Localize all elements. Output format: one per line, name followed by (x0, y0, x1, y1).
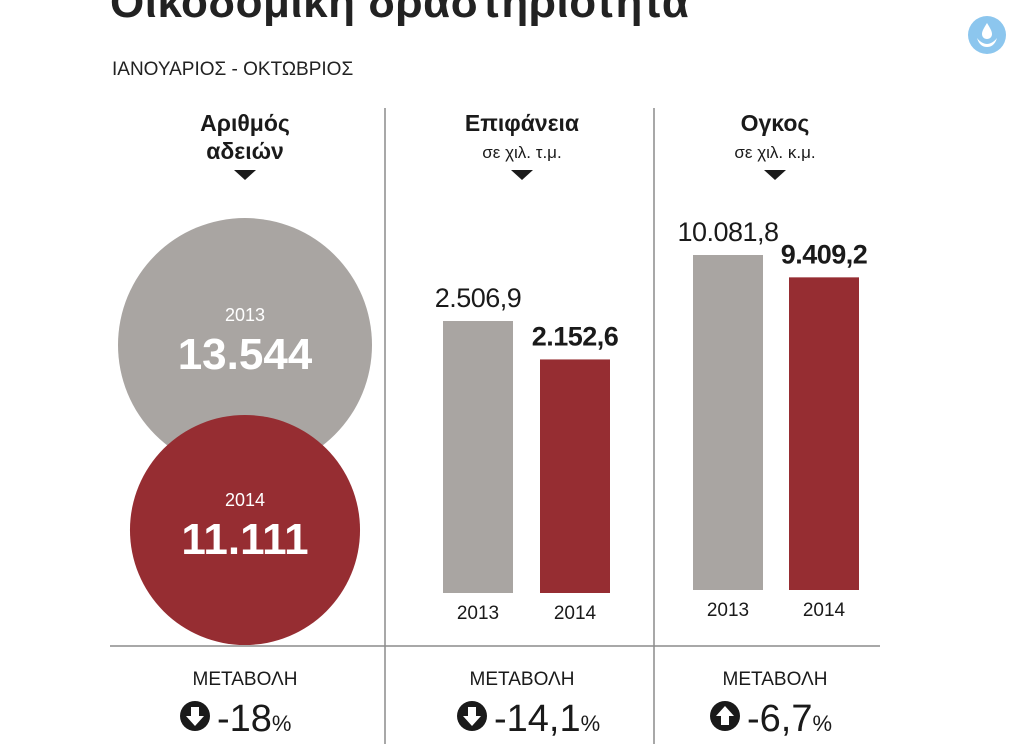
bar-year-3-2013: 2013 (707, 600, 749, 621)
panel-3-title: Ογκος (741, 110, 810, 136)
bar-2-2014 (540, 359, 610, 593)
panel-2-pointer (511, 170, 533, 180)
bar-year-2-2014: 2014 (554, 603, 597, 624)
bar-3-2013 (693, 255, 763, 590)
water-drop-hands-logo-icon (968, 16, 1006, 54)
page-title: Οικοδομική δραστηριότητα (110, 0, 690, 27)
bubble-value-2014: 11.111 (181, 515, 308, 564)
bar-2-2013 (443, 321, 513, 593)
bubble-2013 (118, 218, 372, 472)
change-label-3: ΜΕΤΑΒΟΛΗ (723, 669, 828, 690)
panel-2-title: Επιφάνεια (465, 110, 579, 136)
panel-1-pointer (234, 170, 256, 180)
bar-value-2-2013: 2.506,9 (435, 283, 522, 313)
bubble-year-2014: 2014 (225, 490, 265, 510)
panel-3-pointer (764, 170, 786, 180)
panel-2-unit: σε χιλ. τ.μ. (482, 143, 561, 162)
page-subtitle: ΙΑΝΟΥΑΡΙΟΣ - ΟΚΤΩΒΡΙΟΣ (112, 59, 354, 80)
bar-value-3-2013: 10.081,8 (677, 217, 778, 247)
panel-3-unit: σε χιλ. κ.μ. (734, 143, 815, 162)
arrow-down-glyph (463, 707, 481, 726)
bar-3-2014 (789, 277, 859, 590)
bubble-2014 (129, 414, 361, 646)
bubble-year-2013: 2013 (225, 305, 265, 325)
arrow-down-glyph (186, 707, 204, 726)
change-value-3: -6,7% (747, 698, 832, 740)
change-label-2: ΜΕΤΑΒΟΛΗ (470, 669, 575, 690)
bar-value-3-2014: 9.409,2 (781, 239, 868, 269)
bar-value-2-2014: 2.152,6 (532, 321, 619, 351)
change-value-2: -14,1% (494, 698, 600, 740)
bubble-value-2013: 13.544 (178, 330, 313, 379)
change-label-1: ΜΕΤΑΒΟΛΗ (193, 669, 298, 690)
panel-1-title: Αριθμός (200, 110, 290, 136)
panel-1-title-line2: αδειών (206, 138, 284, 164)
change-value-1: -18% (217, 698, 291, 740)
bar-year-3-2014: 2014 (803, 600, 846, 621)
bar-year-2-2013: 2013 (457, 603, 499, 624)
arrow-up-glyph (716, 706, 734, 725)
